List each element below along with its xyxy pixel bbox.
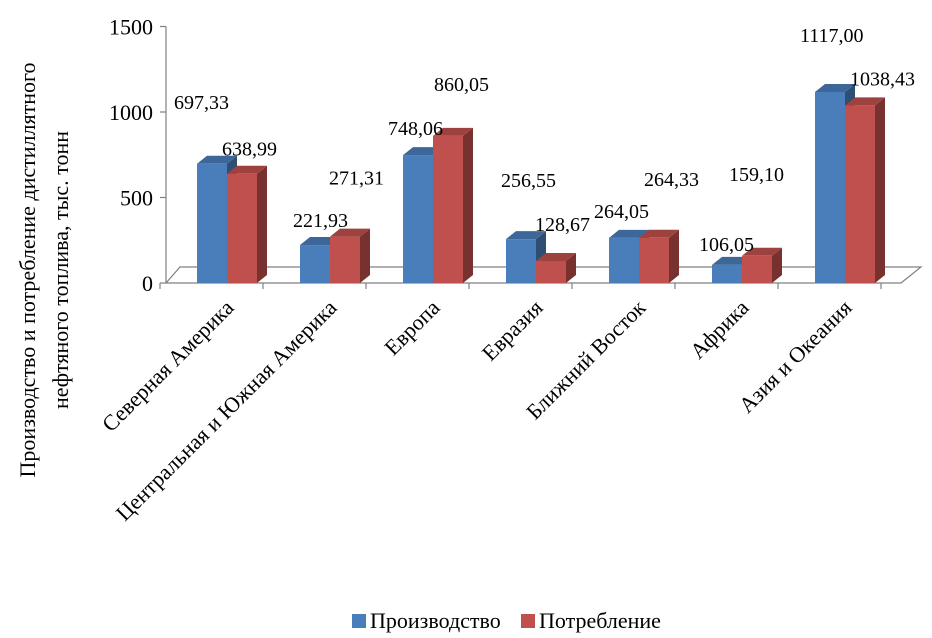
bar-front-face [300, 245, 330, 283]
bar-top-face [433, 127, 473, 136]
bar-consumption [433, 127, 473, 283]
bar-top-face [536, 252, 576, 261]
bar-front-face [433, 135, 463, 283]
bar-front-face [403, 155, 433, 283]
category-label: Центральная и Южная Америка [111, 295, 342, 526]
bar-consumption [742, 247, 782, 283]
legend-swatch-consumption [521, 614, 535, 628]
bar-consumption [845, 97, 885, 283]
data-label: 271,31 [329, 168, 384, 190]
category-label: Евразия [477, 295, 548, 366]
bar-front-face [712, 264, 742, 283]
bar-front-face [506, 239, 536, 283]
y-axis-title-line-2: нефтяного топлива, тыс. тонн [48, 131, 73, 409]
data-label: 128,67 [535, 214, 590, 236]
data-label: 697,33 [174, 92, 229, 114]
data-label: 256,55 [501, 170, 556, 192]
bar-front-face [609, 237, 639, 283]
bar-consumption [227, 165, 267, 283]
bar-top-face [639, 229, 679, 238]
bar-production [506, 231, 546, 283]
y-tick-label: 0 [142, 271, 153, 296]
bar-consumption [536, 252, 576, 283]
legend-swatch-production [352, 614, 366, 628]
data-label: 264,05 [594, 201, 649, 223]
bar-top-face [197, 155, 237, 164]
bar-consumption [330, 228, 370, 283]
data-label: 1117,00 [800, 25, 864, 47]
bar-front-face [227, 173, 257, 283]
chart-data-labels: 697,33 638,99 221,93 271,31 748,06 860,05 256,… [174, 25, 915, 256]
bar-top-face [845, 97, 885, 106]
bar-side-face [257, 165, 267, 283]
data-label: 860,05 [434, 74, 489, 96]
bar-front-face [197, 163, 227, 283]
y-tick-label: 500 [120, 186, 153, 211]
bar-top-face [815, 83, 855, 92]
bar-top-face [227, 165, 267, 174]
legend-label-consumption: Потребление [539, 608, 661, 633]
y-axis-title-line-1: Производство и потребление дистиллятного [15, 63, 40, 478]
chart-legend: Производство Потребление [352, 608, 661, 633]
bar-top-face [609, 229, 649, 238]
bar-front-face [536, 260, 566, 283]
data-label: 1038,43 [850, 68, 915, 90]
y-tick-label: 1500 [109, 15, 153, 40]
bar-side-face [566, 252, 576, 283]
bar-front-face [742, 255, 772, 283]
bar-top-face [330, 228, 370, 237]
y-tick-label: 1000 [109, 100, 153, 125]
data-label: 638,99 [222, 139, 277, 161]
category-label: Африка [685, 295, 754, 364]
bar-side-face [669, 229, 679, 283]
data-label: 264,33 [644, 169, 699, 191]
bar-front-face [815, 91, 845, 283]
bar-top-face [506, 231, 546, 240]
bar-side-face [463, 127, 473, 283]
legend-label-production: Производство [370, 608, 501, 633]
category-label: Европа [379, 295, 444, 360]
bar-front-face [330, 236, 360, 283]
data-label: 106,05 [699, 234, 754, 256]
data-label: 159,10 [729, 164, 784, 186]
bar-side-face [875, 97, 885, 283]
chart-bars [197, 83, 885, 283]
chart-axes: 0 500 1000 1500 [109, 15, 923, 296]
data-label: 748,06 [388, 118, 443, 140]
bar-front-face [639, 237, 669, 283]
data-label: 221,93 [293, 210, 348, 232]
bar-front-face [845, 105, 875, 283]
bar-consumption [639, 229, 679, 283]
y-axis-title: Производство и потребление дистиллятного… [15, 63, 73, 478]
bar-side-face [360, 228, 370, 283]
bar-top-face [742, 247, 782, 256]
bar-side-face [772, 247, 782, 283]
